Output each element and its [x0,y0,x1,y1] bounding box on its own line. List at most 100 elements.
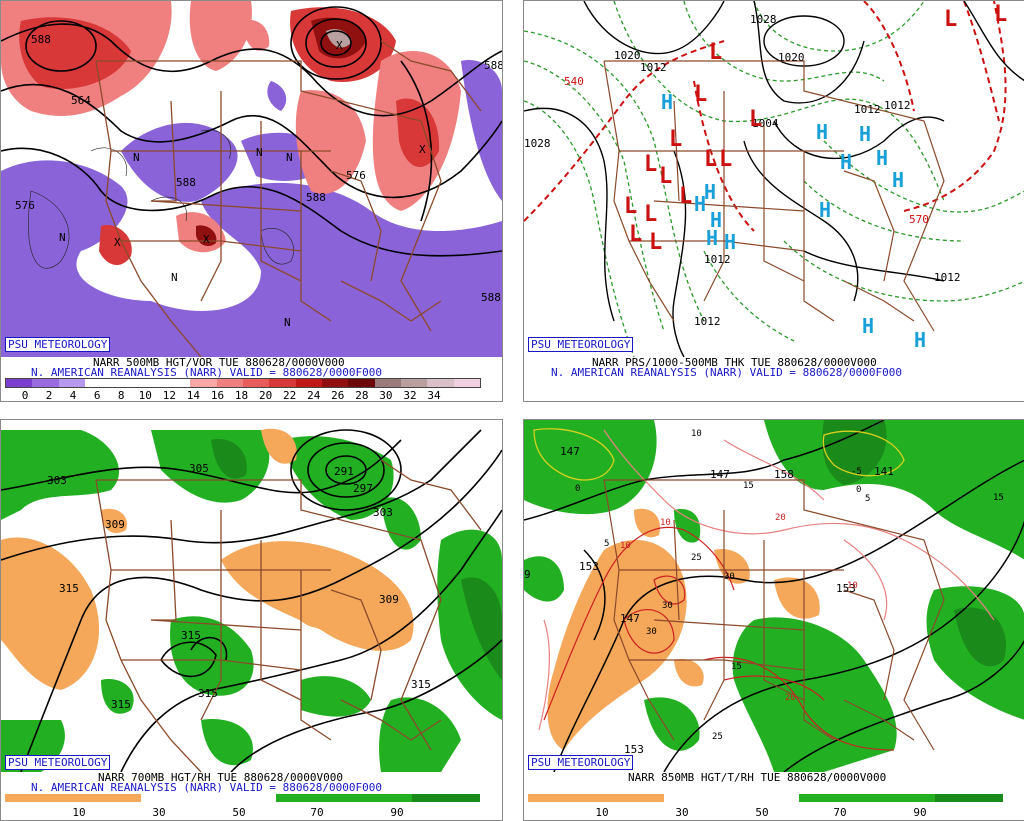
high-pressure-marker: H [876,146,888,170]
low-pressure-marker: L [709,40,722,65]
height-label: 576 [346,169,366,182]
high-pressure-marker: H [840,150,852,174]
rh-colorbar [528,794,1004,802]
temp-label: 30 [646,627,657,637]
colorbar-ticks: 0 2 4 6 8 10 12 14 16 18 20 22 24 26 28 30 32 34 [1,389,502,401]
colorbar-tick-label: 2 [45,389,53,402]
panel-subcaption: N. AMERICAN REANALYSIS (NARR) VALID = 88… [31,781,382,794]
colorbar-swatch [400,379,428,387]
high-pressure-marker: H [862,314,874,338]
low-pressure-marker: L [704,147,717,172]
low-pressure-marker: L [749,107,762,132]
colorbar-tick-label: 10 [595,806,609,819]
height-label: 147 [560,445,580,458]
height-label: 576 [15,199,35,212]
isobar-label: 1012 [854,103,881,116]
vort-max-marker: X [114,236,121,249]
temp-label: 10 [847,581,858,591]
colorbar-tick-label: 50 [232,806,246,819]
isobar-label: 1020 [778,51,805,64]
temp-label: 15 [731,662,742,672]
isobar-label: 1012 [704,253,731,266]
panel-700mb-rh: 303 309 305 291 297 303 315 309 315 315 … [0,419,503,821]
colorbar-tick-label: 70 [833,806,847,819]
colorbar-tick-label: 30 [379,389,393,402]
high-pressure-marker: H [724,230,736,254]
vort-min-marker: N [284,316,291,329]
colorbar-swatch [137,379,164,387]
vort-min-marker: N [256,146,263,159]
colorbar-tick-label: 18 [234,389,249,402]
vorticity-colorbar [5,378,481,388]
temp-label: 10 [660,518,671,528]
colorbar-tick-label: 50 [755,806,769,819]
colorbar-tick-label: 14 [186,389,201,402]
temp-label: 25 [712,732,723,742]
panel-surface-pressure-thickness: 1028 1020 1012 1020 1028 1012 1004 1012 … [523,0,1024,402]
colorbar-swatch [190,379,217,387]
height-label: 588 [176,176,196,189]
psu-meteorology-logo: PSU METEOROLOGY [5,337,111,352]
height-label: 588 [306,191,326,204]
panel-caption: NARR PRS/1000-500MB THK TUE 880628/0000V… [592,356,877,369]
colorbar-swatch [242,379,270,387]
height-label: 588 [484,59,502,72]
temp-label: -5 [851,467,862,477]
panel-caption: NARR 700MB HGT/RH TUE 880628/0000V000 [98,771,344,784]
colorbar-tick-label: 30 [675,806,689,819]
vort-min-marker: N [133,151,140,164]
temp-label: 15 [993,493,1004,503]
height-label: 153 [836,582,856,595]
isobar-label: 1012 [694,315,721,328]
colorbar-swatch [427,379,454,387]
panel-caption: NARR 500MB HGT/VOR TUE 880628/0000V000 [93,356,345,369]
temp-label: 15 [743,481,754,491]
height-label: 315 [181,629,201,642]
colorbar-swatch [111,379,138,387]
height-label: 588 [31,33,51,46]
colorbar-tick-label: 24 [307,389,321,402]
thickness-label: 540 [564,75,584,88]
vort-min-marker: N [171,271,178,284]
height-label: 153 [579,560,599,573]
low-pressure-marker: L [624,194,637,219]
temp-label: 10 [620,541,631,551]
colorbar-tick-label: 70 [310,806,324,819]
vort-min-marker: N [286,151,293,164]
vort-max-marker: X [203,233,210,246]
low-pressure-marker: L [694,82,707,107]
vorticity-map: 588 576 564 588 588 576 588 588 N N N N … [1,1,502,357]
high-pressure-marker: H [859,122,871,146]
isobar-label: 1012 [884,99,911,112]
height-label: 315 [59,582,79,595]
isobar-label: 1028 [750,13,777,26]
low-pressure-marker: L [944,7,957,32]
height-label: 588 [481,291,501,304]
panel-caption: NARR 850MB HGT/T/RH TUE 880628/0000V000 [628,771,887,784]
colorbar-tick-label: 0 [21,389,29,402]
colorbar-swatch [374,379,401,387]
high-pressure-marker: H [816,120,828,144]
panel-850mb-temp-rh: 147 147 158 141 9 153 147 153 153 0 10 -… [523,419,1024,821]
isobar-label: 1012 [640,61,667,74]
temp-label: 10 [691,429,702,439]
height-label: 147 [710,468,730,481]
low-pressure-marker: L [649,230,662,255]
high-pressure-marker: H [914,328,926,352]
height-label: 309 [105,518,125,531]
colorbar-ticks: 10 30 50 70 90 [1,806,502,819]
colorbar-tick-label: 10 [72,806,86,819]
high-pressure-marker: H [710,208,722,232]
rh700-map: 303 309 305 291 297 303 315 309 315 315 … [1,420,502,772]
isobar-label: 1020 [614,49,641,62]
height-label: 309 [379,593,399,606]
high-pressure-marker: H [892,168,904,192]
height-label: 147 [620,612,640,625]
high-pressure-marker: H [704,180,716,204]
colorbar-swatch [216,379,243,387]
colorbar-tick-label: 4 [69,389,77,402]
panel-subcaption: N. AMERICAN REANALYSIS (NARR) VALID = 88… [551,366,902,379]
height-label: 305 [189,462,209,475]
high-pressure-marker: H [706,226,718,250]
high-pressure-marker: H [661,90,673,114]
